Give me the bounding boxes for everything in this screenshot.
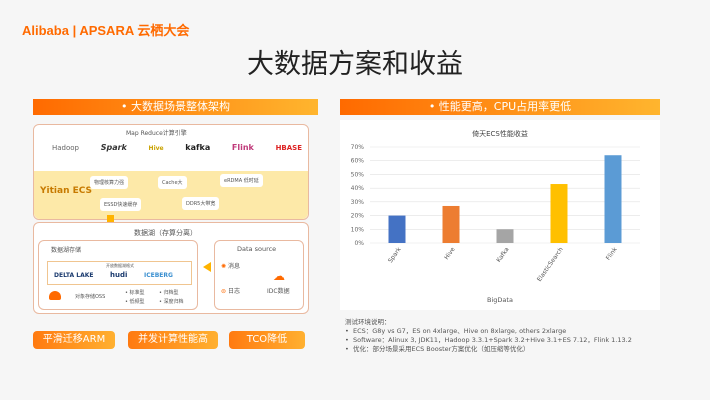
engine-flink: Flink [231,143,254,152]
source-log: ⊜ 日志 [221,286,240,295]
storage-box: 数据湖存储 开放数据湖格式 DELTA LAKE hudi ICEBERG 对象… [38,240,198,310]
x-tick-label: ElasticSearch [536,246,565,283]
alibaba-apsara-logo: Alibaba | APSARA 云栖大会 [22,23,190,38]
y-tick-label: 10% [351,226,365,233]
data-source-box: Data source ✺ 消息 ⊜ 日志 ☁ IDC数据 [214,240,304,310]
arm-migration-button[interactable]: 平滑迁移ARM [33,331,115,349]
source-idc: IDC数据 [267,288,290,295]
x-tick-label: Kafka [495,246,510,264]
ecs-feature: Cache大 [158,176,187,189]
bar-spark [388,215,406,243]
tier: 低频型 [129,299,145,305]
yitian-ecs-panel: Yitian ECS 物理核算力强 Cache大 eRDMA 低时延 ESSD快… [34,171,308,219]
source-label: 日志 [227,288,240,295]
x-axis-label: BigData [487,296,513,304]
y-tick-label: 30% [351,199,365,206]
note-item: • ECS：G8y vs G7，ES on 4xlarge、Hive on 8x… [345,327,567,335]
notes-title: 测试环境说明： [345,318,391,326]
tier: 深度归档 [163,299,184,305]
concurrency-button[interactable]: 并发计算性能高 [128,331,218,349]
y-tick-label: 50% [351,171,365,178]
oss-tier: • 归档型 [159,290,179,296]
left-arrow-icon [198,262,211,272]
left-section-title: • 大数据场景整体架构 [33,99,318,115]
performance-chart: 倚天ECS性能收益 0% 10% 20% 30% 40% 50% 60% 70% Spark Hiv… [351,129,640,304]
bar-elasticsearch [550,184,568,243]
ecs-feature: eRDMA 低时延 [220,174,263,187]
note-text: 优化：部分场景采用ECS Booster方案优化（如压缩等优化） [352,345,530,353]
y-tick-label: 60% [351,158,365,165]
ecs-feature: ESSD快速缓存 [100,198,142,211]
ecs-feature: DDR5大带宽 [182,197,220,210]
chart-title: 倚天ECS性能收益 [472,129,528,138]
y-tick-label: 70% [351,144,365,151]
engine-hive: Hive [148,145,164,152]
engine-title: Map Reduce计算引擎 [126,130,187,137]
engine-spark: Spark [100,143,127,152]
tco-button[interactable]: TCO降低 [229,331,305,349]
right-section-title: • 性能更高，CPU占用率更低 [340,99,660,115]
storage-title: 数据湖存储 [51,247,82,254]
tier: 标准型 [129,290,145,296]
x-tick-label: Spark [387,246,403,265]
source-message: ✺ 消息 [221,261,240,270]
note-text: ECS：G8y vs G7，ES on 4xlarge、Hive on 8xla… [352,327,567,335]
bar-hive [442,205,460,243]
source-label: 消息 [227,263,240,270]
note-item: • Software：Alinux 3, JDK11，Hadoop 3.3.1+… [345,336,632,344]
compute-box: Map Reduce计算引擎 Hadoop Spark Hive kafka F… [33,124,309,220]
engine-kafka: kafka [185,143,211,152]
format-title: 开放数据湖格式 [106,263,134,268]
format-box: 开放数据湖格式 DELTA LAKE hudi ICEBERG [47,261,192,285]
cloud-icon: ☁ [273,269,285,283]
page-title: 大数据方案和收益 [247,49,463,80]
message-icon: ✺ [221,263,227,270]
oss-label: 对象存储OSS [75,294,106,300]
x-tick-label: Hive [443,246,457,261]
engine-hadoop: Hadoop [52,144,80,152]
notes: 测试环境说明： • ECS：G8y vs G7，ES on 4xlarge、Hi… [345,318,632,354]
bar-flink [604,155,622,243]
format-hudi: hudi [110,271,128,279]
format-delta: DELTA LAKE [54,272,94,279]
log-icon: ⊜ [221,288,227,295]
format-iceberg: ICEBERG [144,272,173,279]
x-tick-label: Flink [605,246,619,262]
tier: 归档型 [163,290,179,296]
oss-tier: • 深度归档 [159,299,184,305]
chart-panel: 倚天ECS性能收益 0% 10% 20% 30% 40% 50% 60% 70% Spark Hiv… [340,120,660,310]
engine-hbase: HBASE [275,144,302,152]
y-tick-label: 0% [354,240,364,247]
oss-tier: • 标准型 [125,290,145,296]
ecs-feature: 物理核算力强 [90,176,129,189]
note-item: • 优化：部分场景采用ECS Booster方案优化（如压缩等优化） [345,345,530,353]
note-text: Software：Alinux 3, JDK11，Hadoop 3.3.1+Sp… [352,336,632,344]
source-title: Data source [237,245,277,253]
bar-kafka [496,229,514,243]
oss-tier: • 低频型 [125,299,145,305]
y-tick-label: 20% [351,213,365,220]
cloud-storage-icon [49,291,61,300]
lake-title: 数据湖（存算分离） [134,229,197,237]
ecs-label: Yitian ECS [40,186,93,196]
y-tick-label: 40% [351,185,365,192]
data-lake-box: 数据湖（存算分离） 数据湖存储 开放数据湖格式 DELTA LAKE hudi … [33,222,309,314]
